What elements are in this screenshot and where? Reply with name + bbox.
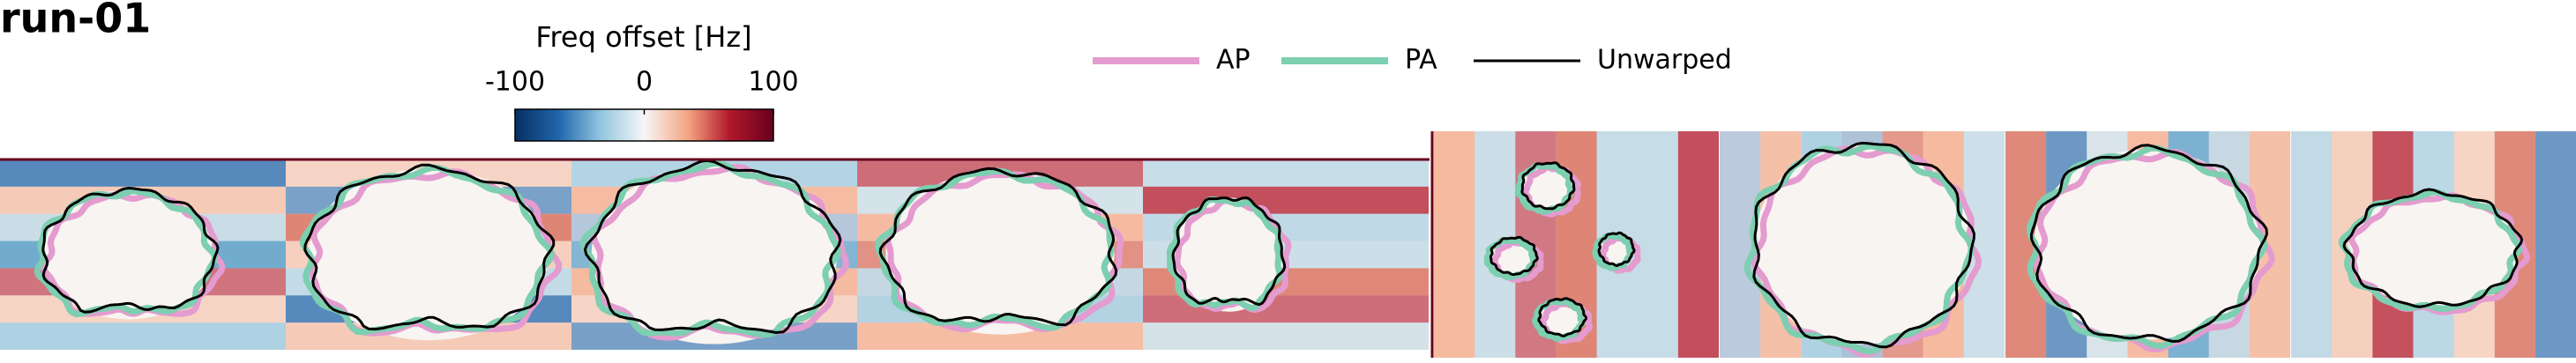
brain: [2034, 149, 2262, 340]
colorbar-tick-label: 100: [748, 67, 798, 98]
field-band: [1143, 159, 1429, 187]
field-band: [1143, 186, 1429, 214]
figure-title: run-01: [0, 0, 151, 42]
panel: [571, 159, 857, 350]
contour: [1520, 161, 1576, 211]
contour: [878, 167, 1118, 327]
field-band: [0, 159, 286, 187]
brain: [308, 168, 549, 341]
contour: [1600, 234, 1641, 274]
legend-label: PA: [1405, 45, 1437, 76]
contour: [303, 163, 556, 331]
contour: [2033, 149, 2275, 352]
brain: [1174, 197, 1283, 312]
colorbar-tick-label: -100: [485, 67, 545, 98]
field-band: [2291, 131, 2333, 358]
contour: [1171, 196, 1287, 307]
legend-label: Unwarped: [1597, 45, 1732, 76]
contour: [41, 187, 220, 314]
contour: [1752, 141, 1975, 349]
contour: [1489, 235, 1539, 277]
brain: [1753, 144, 1971, 344]
contour: [1592, 233, 1634, 271]
contour: [1532, 298, 1586, 342]
contour: [583, 159, 842, 334]
brain: [2348, 192, 2520, 306]
panel: [1434, 131, 1719, 358]
field-band: [1677, 131, 1719, 358]
legend-label: AP: [1216, 45, 1251, 76]
panel: [2291, 131, 2576, 358]
contour: [34, 188, 219, 318]
brain: [591, 165, 838, 344]
contour: [2342, 188, 2524, 308]
brain: [885, 170, 1115, 335]
panel: [2005, 131, 2290, 358]
contour: [1537, 297, 1587, 337]
field-band: [1637, 131, 1678, 358]
contour: [1597, 231, 1636, 267]
contour: [1514, 162, 1574, 215]
panel: [857, 159, 1143, 350]
field-band: [1143, 322, 1429, 350]
panel: [1720, 131, 2005, 359]
panel: [1143, 159, 1429, 350]
brain: [42, 189, 214, 320]
field-band: [1434, 131, 1475, 358]
contour: [579, 159, 841, 338]
contour: [1167, 196, 1283, 312]
panels: [0, 131, 2576, 359]
contour: [1483, 237, 1537, 280]
field-band: [2535, 131, 2576, 358]
panel: [0, 159, 286, 350]
colorbar-label: Freq offset [Hz]: [535, 20, 751, 54]
panel: [286, 159, 571, 350]
field-band: [0, 322, 286, 350]
contour: [2030, 144, 2268, 343]
colorbar-tick-label: 0: [636, 67, 653, 98]
